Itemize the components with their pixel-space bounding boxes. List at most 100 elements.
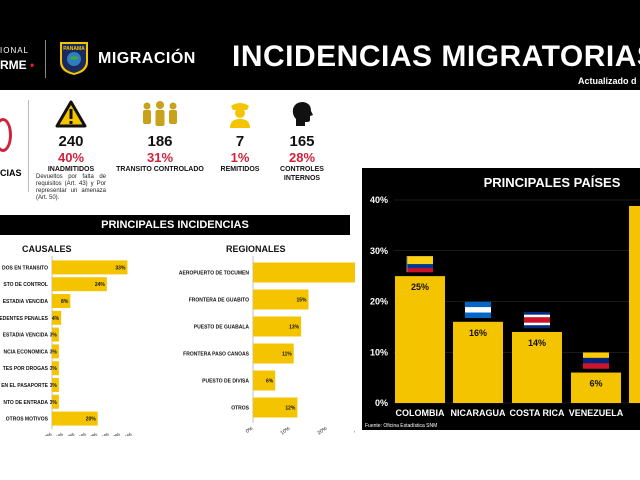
stat-label: TRANSITO CONTROLADO — [116, 166, 204, 173]
data-label: 3% — [50, 349, 58, 355]
emblem-text: PANAMA — [63, 46, 85, 52]
data-label: 3% — [50, 383, 58, 389]
bar — [253, 343, 294, 364]
tick-label: 15% — [76, 431, 88, 436]
bar — [52, 394, 59, 409]
data-label: 14% — [528, 338, 546, 348]
stat-label: REMITIDOS — [220, 166, 260, 173]
bar — [52, 411, 98, 426]
regionales-title: REGIONALES — [226, 244, 286, 254]
bar — [571, 372, 621, 403]
flag-stripe — [583, 352, 609, 359]
bar — [253, 370, 276, 391]
causales-title: CAUSALES — [22, 244, 72, 254]
tick-label: 30% — [354, 425, 355, 436]
category-label: EN EL PASAPORTE — [1, 383, 48, 389]
category-label: AEROPUERTO DE TOCUMEN — [179, 271, 249, 277]
stat-inadmitidos: 240 40% INADMITIDOS Devueltos por falta … — [36, 100, 106, 202]
bar — [395, 276, 445, 403]
data-label: 3% — [50, 366, 58, 372]
flag-stripe — [524, 317, 550, 323]
flag-stripe — [407, 268, 433, 273]
data-label: 25% — [411, 282, 429, 292]
category-label: OTROS — [231, 406, 249, 412]
partial-ring-icon — [0, 118, 12, 152]
bar — [52, 277, 107, 292]
head-profile-icon — [292, 102, 313, 126]
data-label: 11% — [282, 352, 292, 358]
data-label: 20% — [86, 417, 97, 423]
stat-note: Devueltos por falta de requisitos (Art. … — [36, 174, 106, 201]
stat-percent: 40% — [57, 150, 85, 165]
tick-label: 10% — [370, 347, 388, 357]
category-label: COSTA RICA — [510, 408, 565, 418]
category-label: PUESTO DE GUABALA — [194, 325, 250, 331]
incidencias-header: PRINCIPALES INCIDENCIAS — [0, 215, 350, 235]
flag-stripe — [465, 312, 491, 318]
data-label: 24% — [95, 282, 106, 288]
stat-controles: 165 28% CONTROLES INTERNOS — [276, 100, 328, 183]
data-label: 6% — [589, 379, 602, 389]
brand-name: MIGRACIÓN — [98, 50, 196, 67]
category-label: ESTADIA VENCIDA — [3, 299, 49, 305]
stat-transito: 186 31% TRANSITO CONTROLADO — [112, 100, 208, 174]
category-label: DOS EN TRANSITO — [2, 265, 48, 271]
flag-stripe — [524, 325, 550, 329]
stat-number: 240 — [58, 133, 84, 150]
stat-number: 186 — [147, 133, 173, 150]
tick-label: 20% — [87, 431, 99, 436]
data-label: 16% — [469, 328, 487, 338]
institution-logo-top: IONAL — [0, 46, 30, 55]
stat-percent: 31% — [146, 150, 174, 165]
nicaragua-flag-icon — [465, 301, 491, 318]
migracion-emblem-icon: PANAMA — [60, 42, 88, 75]
bar-partial — [629, 206, 640, 403]
regionales-chart: AEROPUERTO DE TOCUMEN45%FRONTERA DE GUAB… — [179, 256, 355, 436]
data-label: 33% — [115, 265, 126, 271]
institution-logo-bottom: RME • — [0, 58, 35, 72]
category-label: COLOMBIA — [396, 408, 445, 418]
bar — [52, 260, 128, 275]
stat-percent: 1% — [230, 150, 250, 165]
data-label: 6% — [266, 379, 274, 385]
tick-label: 20% — [370, 297, 388, 307]
tick-label: 0% — [44, 431, 54, 436]
header-bar — [0, 0, 640, 90]
group-people-icon — [143, 101, 177, 126]
stat-number: 165 — [289, 133, 315, 150]
category-label: NCIA ECONOMICA — [3, 349, 48, 355]
bar — [52, 361, 59, 376]
flag-stripe — [407, 264, 433, 269]
data-label: 3% — [50, 333, 58, 339]
flag-stripe — [583, 363, 609, 369]
tick-label: 5% — [55, 431, 65, 436]
bar — [52, 327, 59, 342]
category-label: ESTADIA VENCIDA — [3, 333, 49, 339]
category-label: OTROS MOTIVOS — [6, 417, 49, 423]
updated-label: Actualizado d — [578, 76, 637, 86]
stat-label: CONTROLES INTERNOS — [280, 166, 324, 182]
data-label: 8% — [61, 299, 69, 305]
tick-label: 20% — [317, 425, 329, 436]
tick-label: 30% — [110, 431, 122, 436]
category-label: FRONTERA DE GUABITO — [189, 298, 249, 304]
tick-label: 25% — [99, 431, 111, 436]
tick-label: 0% — [245, 425, 255, 434]
bar — [52, 378, 59, 392]
stat-label: INADMITIDOS — [47, 166, 95, 173]
flag-stripe — [407, 256, 433, 265]
bar — [512, 331, 562, 403]
tick-label: 30% — [370, 246, 388, 256]
data-label: 4% — [52, 316, 60, 322]
bar — [253, 316, 302, 337]
bar — [253, 397, 298, 418]
tick-label: 35% — [122, 431, 134, 436]
category-label: TES POR DROGAS — [3, 366, 49, 372]
officer-icon — [230, 103, 250, 128]
bar — [52, 344, 59, 359]
bar — [453, 321, 503, 403]
tick-label: 0% — [375, 398, 388, 408]
flag-stripe — [524, 311, 550, 315]
colombia-flag-icon — [406, 256, 433, 273]
partial-label: CIAS — [0, 168, 22, 178]
